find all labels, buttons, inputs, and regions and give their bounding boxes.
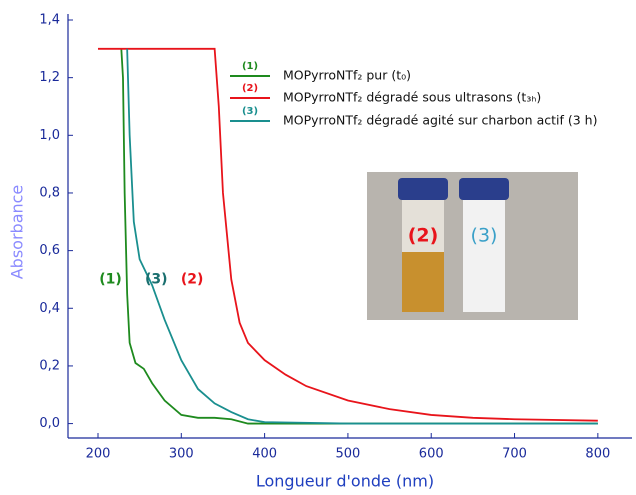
y-tick-label: 0,0 (39, 416, 60, 431)
series-line (126, 48, 598, 425)
annotation: (3) (145, 271, 168, 287)
annotation: (1) (99, 271, 122, 287)
x-axis-title: Longueur d'onde (nm) (256, 472, 434, 491)
y-axis-title: Absorbance (8, 185, 27, 280)
y-tick-label: 0,8 (39, 185, 60, 200)
y-tick-label: 1,2 (39, 70, 60, 85)
y-tick-label: 1,0 (39, 128, 60, 143)
legend-number: (1) (242, 61, 258, 72)
x-tick-label: 800 (585, 447, 610, 462)
x-tick-label: 400 (252, 447, 277, 462)
x-tick-label: 500 (336, 447, 361, 462)
legend-label: MOPyrroNTf₂ pur (t₀) (283, 68, 411, 83)
legend-number: (2) (242, 83, 258, 94)
legend-label: MOPyrroNTf₂ dégradé sous ultrasons (t₃ₕ) (283, 90, 541, 105)
photo (367, 172, 578, 320)
photo-label: (2) (408, 225, 439, 247)
legend-label: MOPyrroNTf₂ dégradé agité sur charbon ac… (283, 113, 597, 128)
y-tick-label: 0,6 (39, 243, 60, 258)
series-line (97, 47, 598, 422)
x-tick-label: 200 (86, 447, 111, 462)
y-tick-label: 0,4 (39, 301, 60, 316)
x-tick-label: 700 (502, 447, 527, 462)
photo-label: (3) (471, 225, 498, 247)
y-tick-label: 0,2 (39, 358, 60, 373)
x-tick-label: 300 (169, 447, 194, 462)
legend-number: (3) (242, 106, 258, 117)
annotation: (2) (181, 271, 204, 287)
y-tick-label: 1,4 (39, 13, 60, 28)
x-tick-label: 600 (419, 447, 444, 462)
